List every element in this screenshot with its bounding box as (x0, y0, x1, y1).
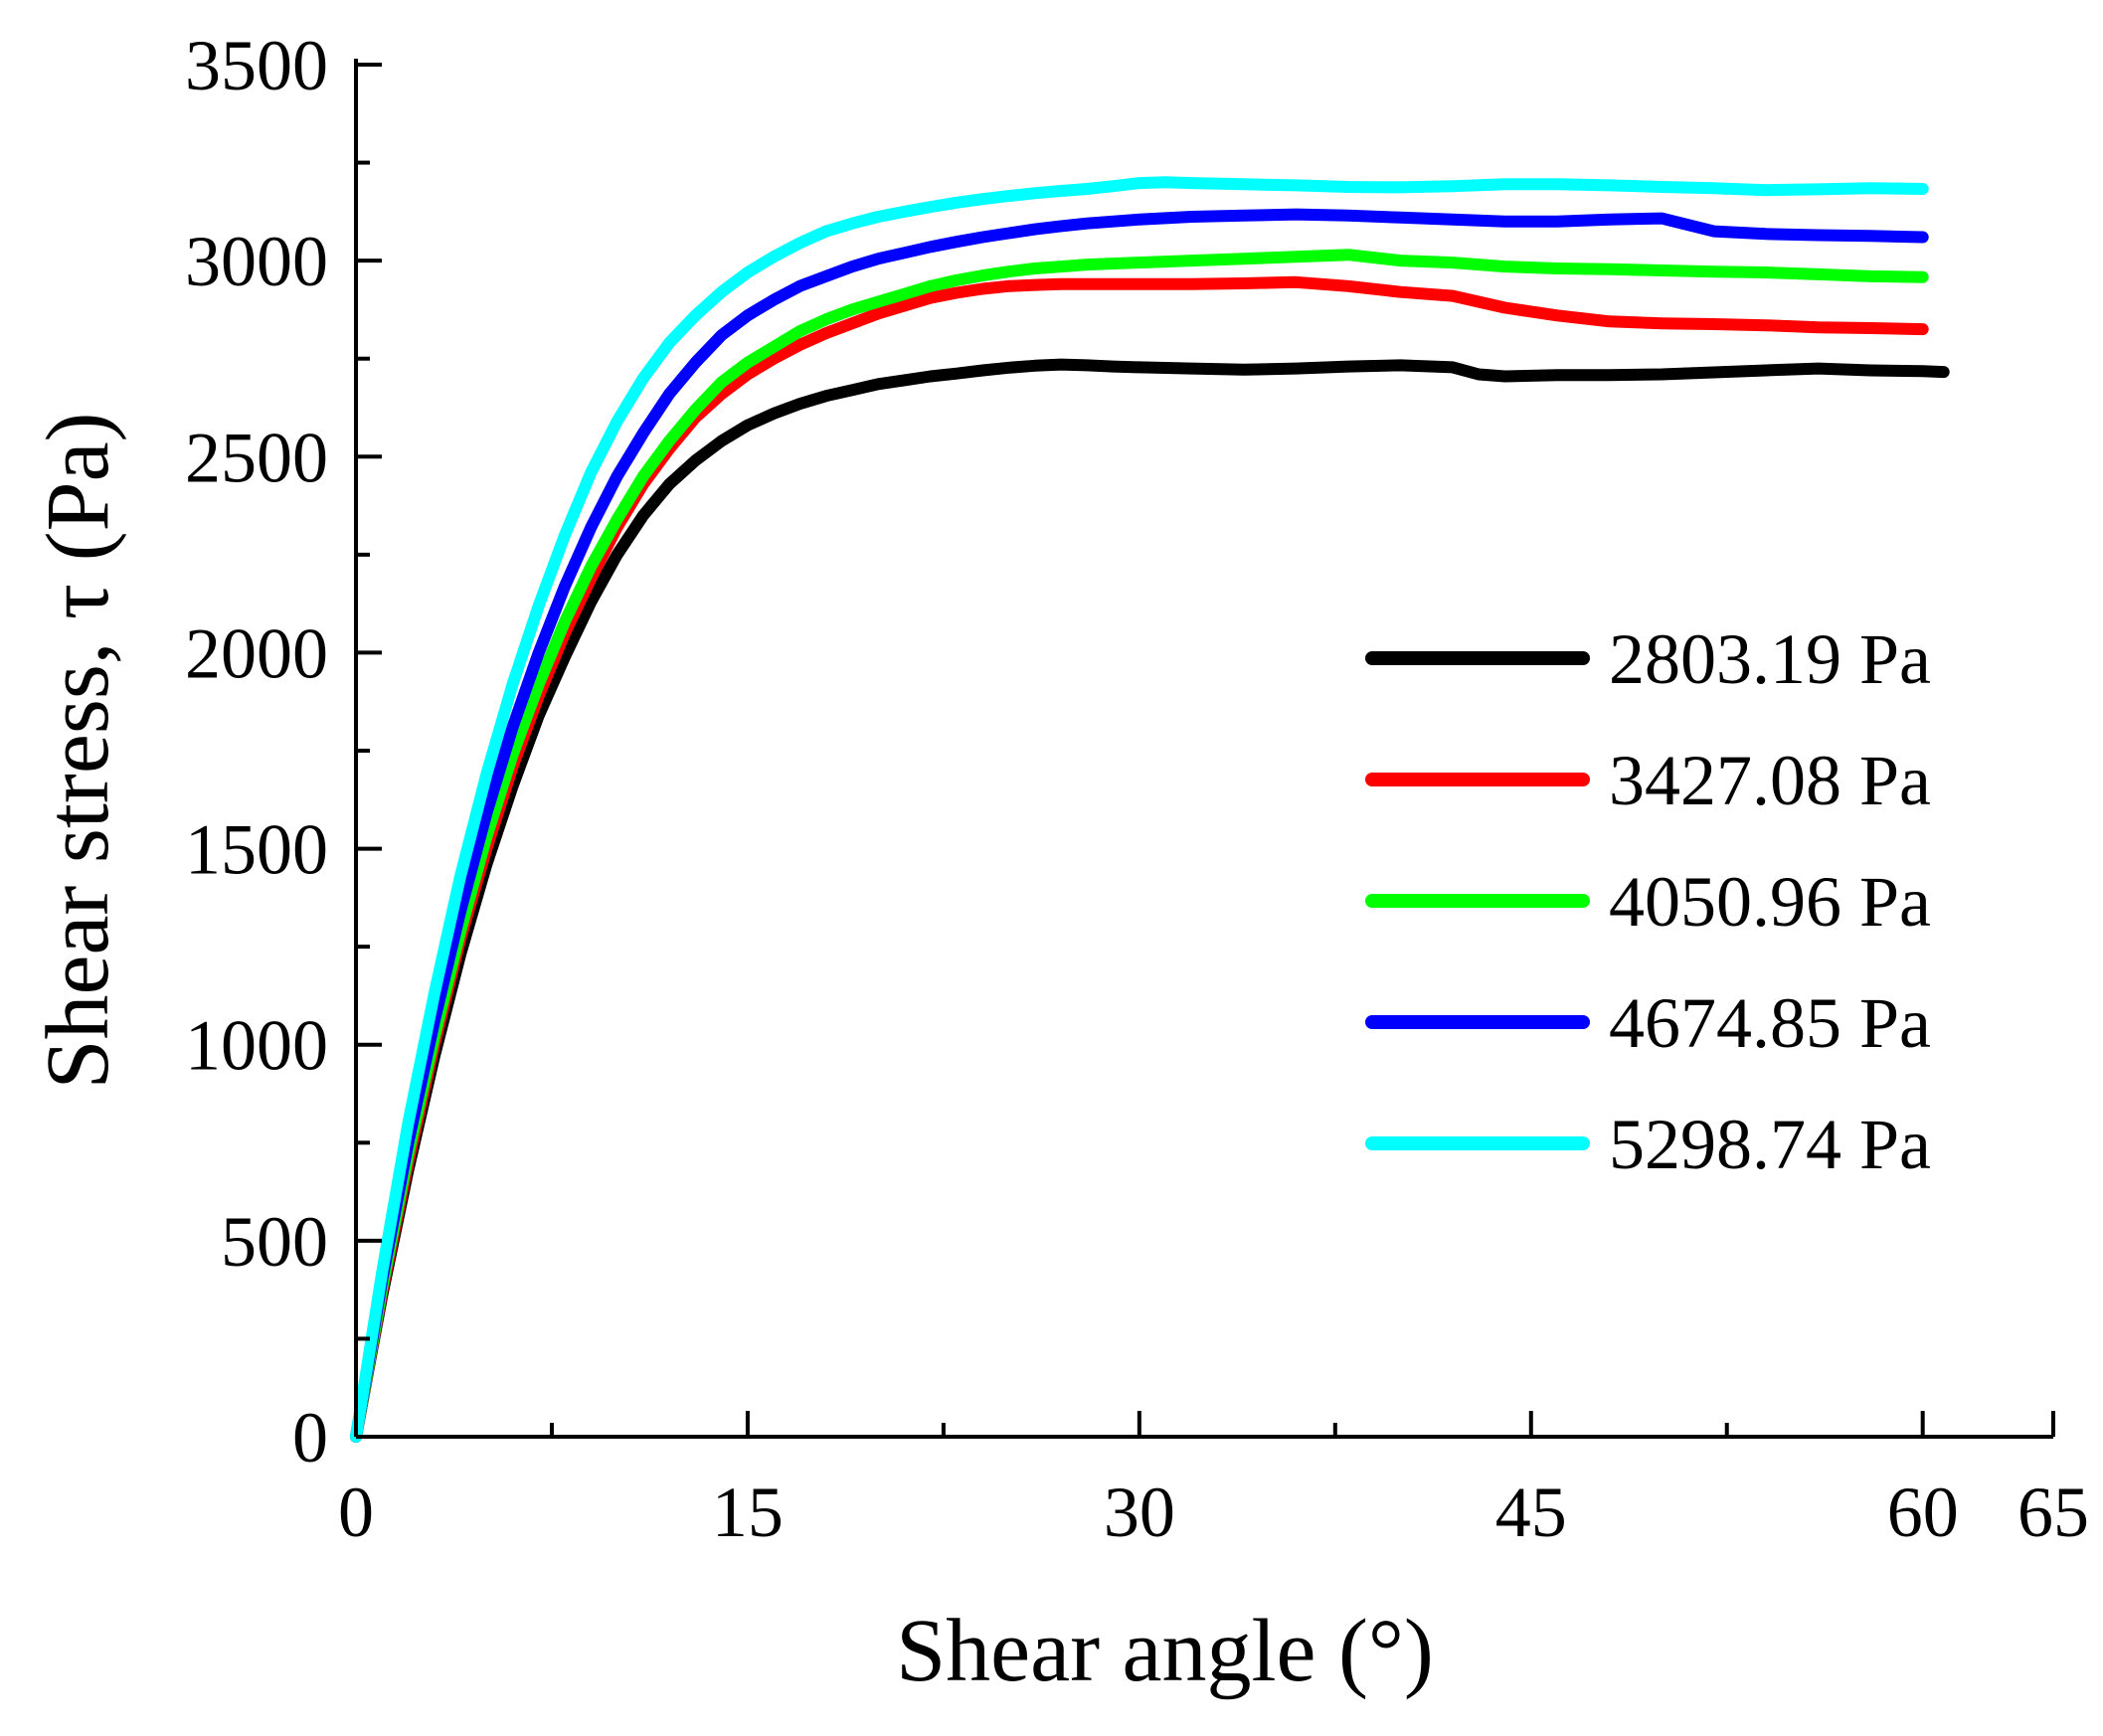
legend-label-4: 4674.85 Pa (1609, 983, 1931, 1063)
x-tick-label: 0 (338, 1473, 374, 1552)
y-tick-label: 3500 (185, 26, 328, 105)
series-layer (350, 176, 1950, 1443)
axes-layer: 0 500 1000 1500 2000 2500 3000 3500 0 15 30 45 60 65 (185, 26, 2089, 1552)
x-tick-label: 45 (1495, 1473, 1567, 1552)
legend-label-2: 3427.08 Pa (1609, 741, 1931, 820)
legend: 2803.19 Pa 3427.08 Pa 4050.96 Pa 4674.85 Pa… (1365, 619, 1931, 1184)
y-tick-label: 2000 (185, 613, 328, 693)
x-axis-title: Shear angle (°) (896, 1602, 1434, 1700)
x-tick-label: 15 (712, 1473, 784, 1552)
y-tick-label: 500 (221, 1202, 328, 1282)
legend-label-1: 2803.19 Pa (1609, 619, 1931, 699)
x-tick-label: 65 (2017, 1473, 2089, 1552)
y-tick-label: 2500 (185, 418, 328, 497)
x-tick-label: 60 (1887, 1473, 1959, 1552)
legend-label-3: 4050.96 Pa (1609, 862, 1931, 942)
series-line-2 (350, 275, 1929, 1443)
series-line-4 (350, 208, 1929, 1443)
y-tick-label: 1000 (185, 1006, 328, 1086)
series-line-1 (350, 358, 1950, 1443)
y-tick-label: 1500 (185, 810, 328, 890)
series-line-5 (350, 176, 1929, 1443)
y-axis-title: Shear stress, τ (Pa) (29, 412, 127, 1089)
y-tick-label: 0 (292, 1398, 328, 1477)
legend-label-5: 5298.74 Pa (1609, 1105, 1931, 1184)
series-line-3 (350, 249, 1929, 1443)
y-tick-label: 3000 (185, 222, 328, 301)
x-tick-label: 30 (1104, 1473, 1175, 1552)
